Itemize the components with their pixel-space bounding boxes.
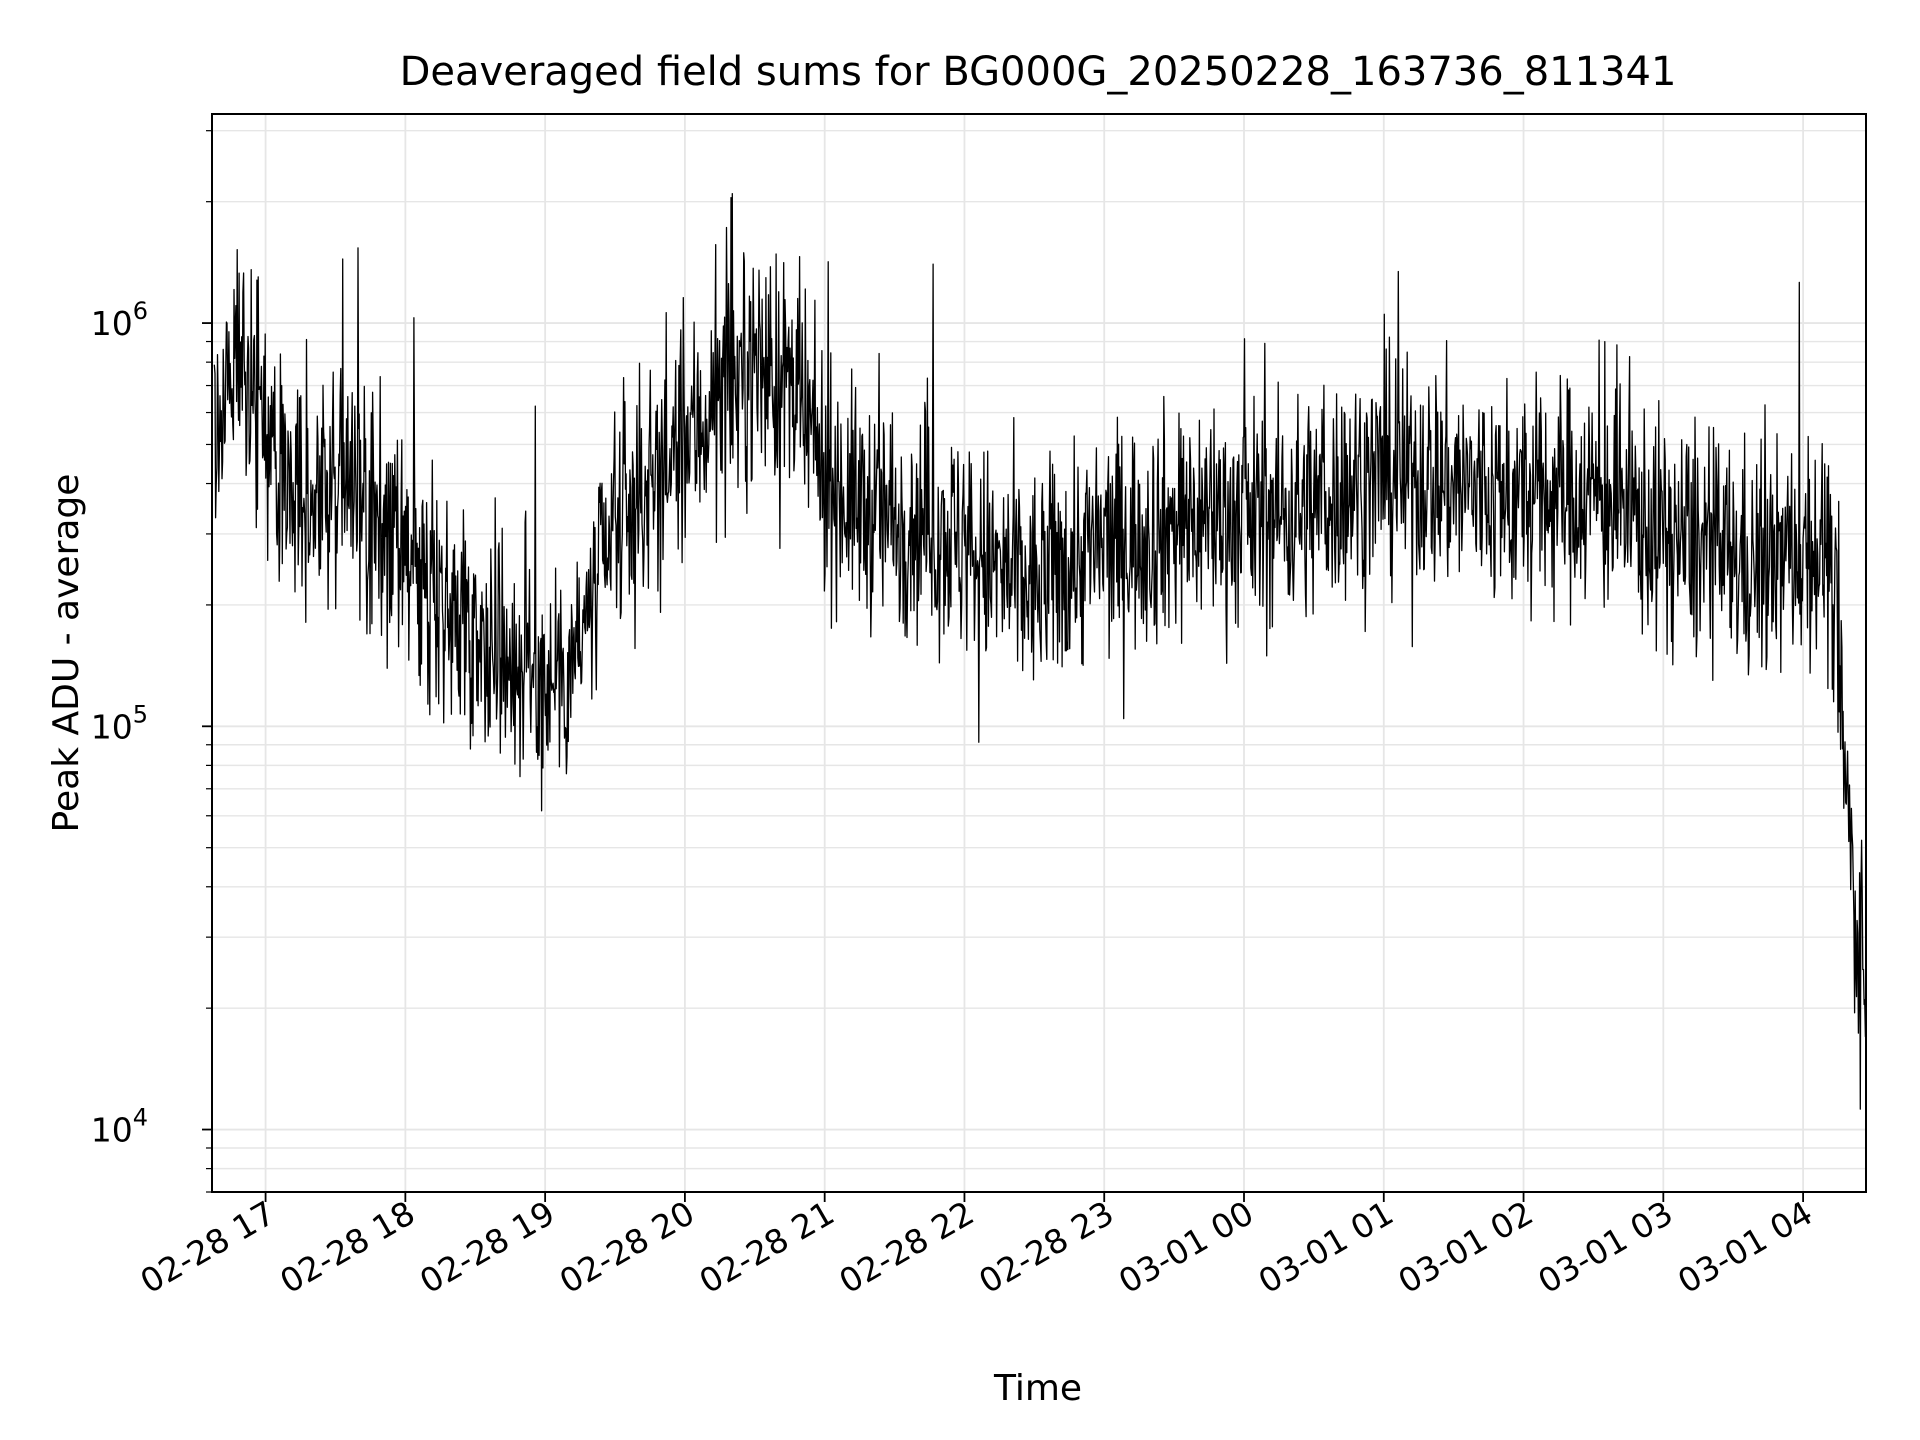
y-tick-label: 104	[91, 1104, 148, 1150]
y-tick-label: 106	[91, 297, 148, 343]
x-axis-label: Time	[993, 1368, 1082, 1409]
grid	[212, 114, 1866, 1193]
series-layer	[213, 192, 1867, 1110]
plot-frame	[211, 113, 1867, 1193]
chart-title: Deaveraged field sums for BG000G_2025022…	[400, 49, 1677, 95]
y-tick-label: 105	[91, 700, 148, 746]
y-axis: 104 105 106	[91, 130, 212, 1193]
series-line-0	[213, 192, 1867, 1110]
y-axis-label: Peak ADU - average	[46, 474, 87, 833]
